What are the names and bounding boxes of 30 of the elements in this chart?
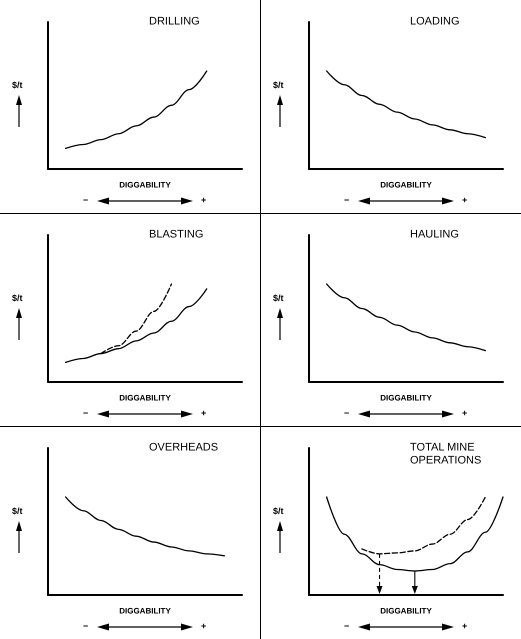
chart-title: DRILLING [149, 16, 200, 28]
text: + [462, 621, 468, 631]
text: + [201, 195, 206, 205]
y-axis-title: $/t [12, 80, 23, 90]
x-axis-title: DIGGABILITY [119, 180, 172, 190]
text: − [344, 195, 350, 205]
chart-title: LOADING [410, 16, 460, 28]
x-axis-title: DIGGABILITY [380, 394, 432, 402]
chart-title: HAULING [410, 228, 459, 240]
chart-title: OVERHEADS [149, 442, 218, 454]
y-axis-title: $/t [273, 80, 284, 90]
y-axis-title: $/t [273, 506, 284, 516]
text: − [83, 621, 88, 631]
x-axis-title: DIGGABILITY [119, 606, 172, 616]
text: + [201, 408, 206, 418]
text: − [83, 195, 88, 205]
text: + [462, 408, 468, 418]
text: + [462, 195, 468, 205]
text: + [201, 621, 206, 631]
y-axis-title: $/t [273, 293, 284, 303]
y-axis-title: $/t [12, 293, 23, 303]
x-axis-title: DIGGABILITY [380, 606, 432, 616]
text: − [344, 621, 350, 631]
chart-title: BLASTING [149, 228, 204, 240]
x-axis-title: DIGGABILITY [119, 394, 172, 402]
x-axis-title: DIGGABILITY [380, 180, 432, 190]
text: − [83, 408, 88, 418]
y-axis-title: $/t [12, 506, 23, 516]
chart-title: TOTAL MINE OPERATIONS [410, 442, 482, 466]
text: − [344, 408, 350, 418]
